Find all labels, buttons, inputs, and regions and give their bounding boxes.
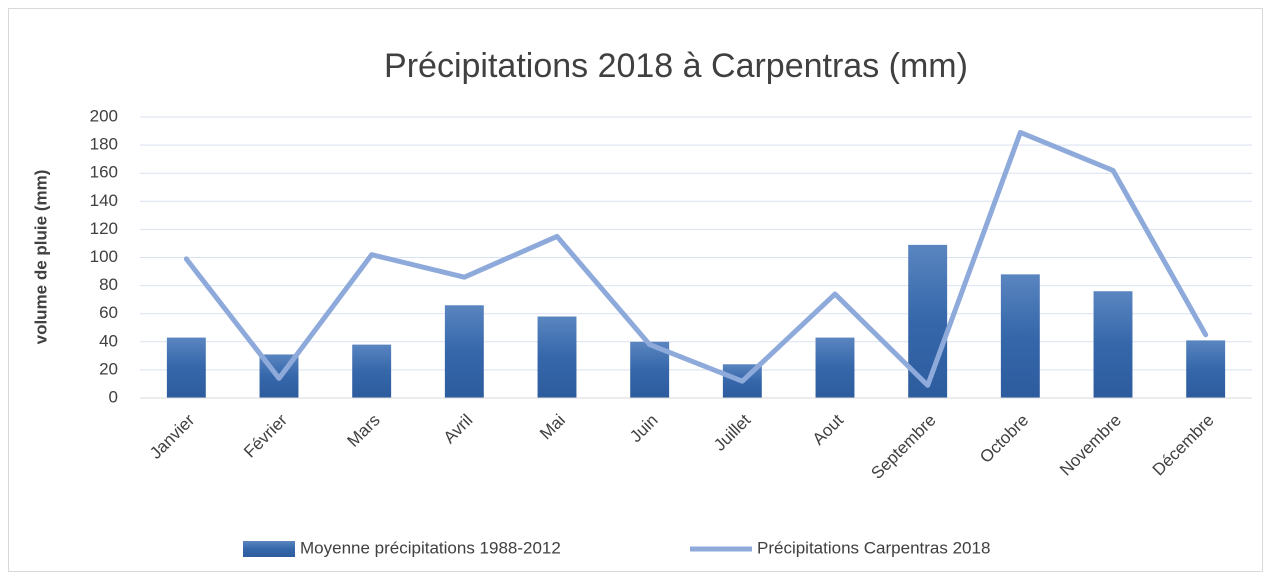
legend-label: Précipitations Carpentras 2018 xyxy=(757,538,990,557)
y-tick-label: 200 xyxy=(90,106,118,125)
legend-label: Moyenne précipitations 1988-2012 xyxy=(300,538,561,557)
bar xyxy=(1000,274,1040,398)
chart-border xyxy=(8,8,1263,572)
y-tick-label: 80 xyxy=(99,275,118,294)
y-tick-label: 180 xyxy=(90,135,118,154)
y-tick-label: 140 xyxy=(90,191,118,210)
y-tick-label: 160 xyxy=(90,163,118,182)
y-tick-label: 120 xyxy=(90,219,118,238)
y-axis-label: volume de pluie (mm) xyxy=(31,170,50,345)
bar xyxy=(166,337,206,398)
y-tick-label: 0 xyxy=(109,387,118,406)
y-tick-label: 20 xyxy=(99,359,118,378)
bar xyxy=(815,337,855,398)
bar xyxy=(537,316,577,398)
bar xyxy=(1093,291,1133,398)
y-tick-label: 60 xyxy=(99,303,118,322)
bar xyxy=(1186,340,1226,398)
legend-swatch xyxy=(243,541,295,557)
y-tick-label: 100 xyxy=(90,247,118,266)
bar xyxy=(444,305,484,398)
bar xyxy=(352,344,392,398)
chart-title: Précipitations 2018 à Carpentras (mm) xyxy=(384,47,968,85)
y-tick-label: 40 xyxy=(99,331,118,350)
line xyxy=(183,129,1209,388)
